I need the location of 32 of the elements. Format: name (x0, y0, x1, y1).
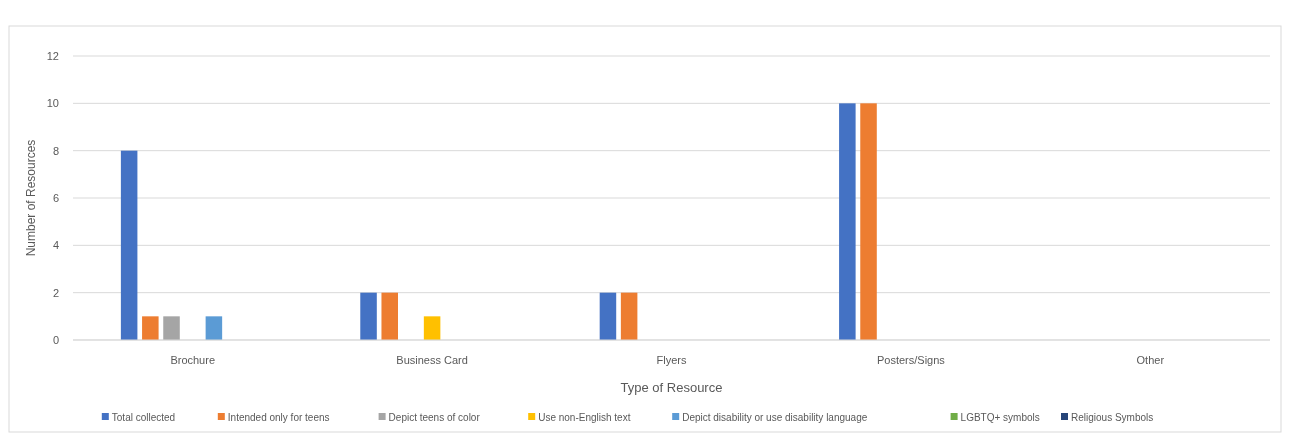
bar (860, 103, 877, 340)
x-tick-label: Posters/Signs (876, 354, 946, 366)
bar (620, 292, 638, 340)
x-axis-title: Type of Resource (620, 380, 723, 395)
bar (163, 316, 180, 340)
y-tick-label: 4 (52, 239, 59, 252)
legend-label: Depict teens of color (388, 412, 481, 423)
y-tick-label: 10 (46, 97, 59, 110)
x-tick-label: Flyers (656, 354, 687, 366)
legend-label: Depict disability or use disability language (682, 412, 868, 423)
bar (599, 292, 617, 340)
bar (360, 292, 377, 340)
legend-label: LGBTQ+ symbols (960, 412, 1040, 423)
y-axis-title: Number of Resources (24, 139, 38, 257)
y-tick-label: 6 (52, 191, 59, 204)
bar (142, 316, 159, 340)
x-tick-label: Brochure (170, 354, 216, 366)
bar (205, 316, 223, 340)
x-tick-label: Other (1136, 354, 1165, 366)
bar (423, 316, 441, 340)
bar (381, 292, 398, 340)
x-tick-label: Business Card (396, 354, 468, 366)
bar (120, 150, 138, 340)
y-tick-label: 8 (52, 144, 59, 157)
y-tick-label: 12 (46, 49, 59, 62)
y-tick-label: 2 (52, 286, 59, 299)
legend-label: Use non-English text (538, 412, 631, 423)
legend-label: Total collected (111, 412, 176, 423)
legend-label: Religious Symbols (1071, 412, 1154, 423)
bar (839, 103, 856, 340)
y-tick-label: 0 (52, 333, 59, 346)
legend-label: Intended only for teens (227, 412, 330, 423)
